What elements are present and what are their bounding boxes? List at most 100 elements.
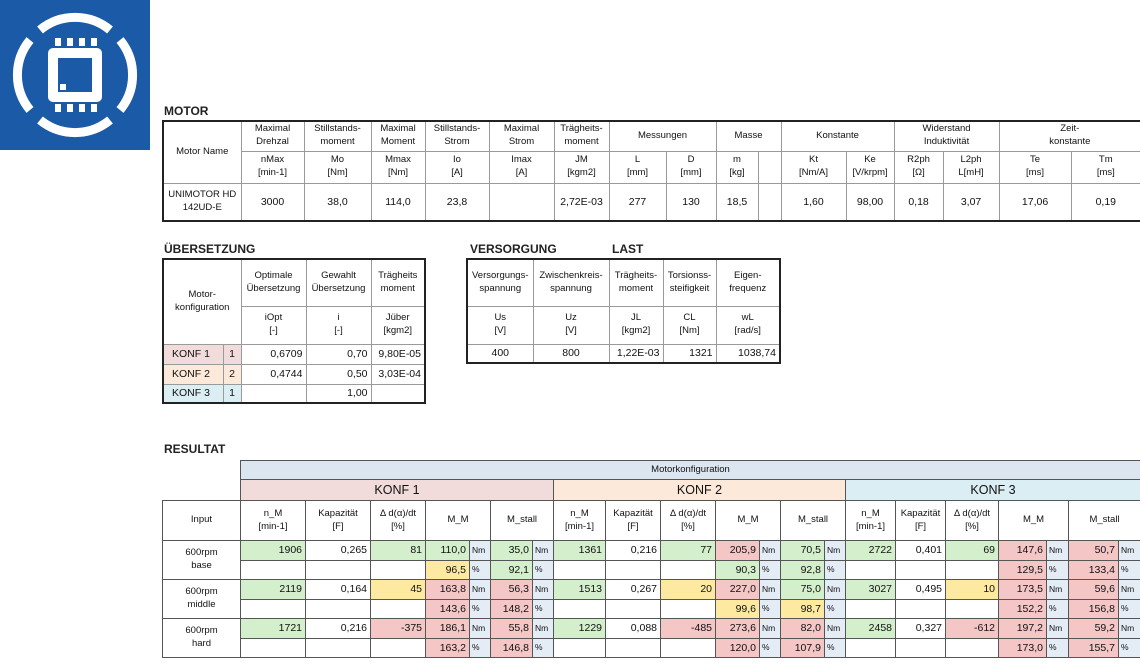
value: 110,0	[425, 540, 470, 561]
table-row: Motor Name Maximal Drehzal Stillstands- mo…	[162, 120, 1140, 184]
header: Input	[162, 500, 241, 541]
value: 50,7	[1068, 540, 1119, 561]
resultat-title: RESULTAT	[164, 442, 226, 456]
value: 1229	[553, 618, 606, 639]
value: 99,6	[715, 599, 760, 619]
versorgung-title: VERSORGUNG	[470, 242, 557, 256]
unit-header: nMax [min-1]	[240, 150, 305, 184]
value: 90,3	[715, 560, 760, 580]
value: 0,19	[1070, 182, 1140, 222]
unit-header: Te [ms]	[998, 150, 1072, 184]
value: 0,495	[895, 579, 946, 600]
table-row: 600rpm base 1906 0,265 81 110,0 Nm 35,0 Nm 1361 0…	[162, 540, 1140, 580]
value	[757, 182, 782, 222]
unit: Nm	[759, 579, 781, 600]
empty-cell	[370, 560, 426, 580]
value: 2119	[240, 579, 306, 600]
table-row: UNIMOTOR HD 142UD-E 3000 38,0 114,0 23,8 2,72…	[162, 182, 1140, 222]
table-row: KONF 2 2 0,4744 0,50 3,03E-04	[162, 363, 426, 385]
header: Zwischenkreis- spannung	[532, 258, 610, 307]
header: Δ d(α)/dt [%]	[370, 500, 426, 541]
unit-header: JL [kgm2]	[608, 305, 664, 345]
table-row: KONF 1 KONF 2 KONF 3	[163, 479, 1140, 501]
header: Maximal Drehzal	[240, 120, 305, 152]
empty-cell	[945, 599, 999, 619]
header: Maximal Moment	[370, 120, 426, 152]
empty-cell	[370, 638, 426, 658]
value: 1038,74	[715, 343, 781, 364]
value: 23,8	[424, 182, 490, 222]
config-header: KONF 2	[553, 479, 846, 501]
empty-cell	[240, 560, 306, 580]
header: Versorgungs- spannung	[466, 258, 534, 307]
value: 129,5	[998, 560, 1047, 580]
unit: Nm	[824, 540, 846, 561]
value: 155,7	[1068, 638, 1119, 658]
header: Zeit- konstante	[998, 120, 1140, 152]
header: Kapazität [F]	[605, 500, 661, 541]
empty-cell	[553, 599, 606, 619]
header: M_M	[715, 500, 781, 541]
value: 146,8	[490, 638, 533, 658]
empty-cell	[895, 599, 946, 619]
uebersetzung-table: Motor- konfiguration Optimale Übersetzung…	[162, 258, 426, 404]
table-row: 143,6% 148,2% 99,6% 98,7% 152,2% 156,8%	[163, 599, 1140, 619]
config-label: KONF 1	[162, 343, 224, 365]
header: M_M	[998, 500, 1069, 541]
unit: Nm	[532, 540, 554, 561]
unit-header: CL [Nm]	[662, 305, 717, 345]
value: 1,00	[305, 383, 372, 404]
empty-cell	[305, 638, 371, 658]
resultat-table: Motorkonfiguration KONF 1 KONF 2 KONF 3 Inpu…	[162, 460, 1140, 658]
value: 2,72E-03	[553, 182, 610, 222]
uebersetzung-title: ÜBERSETZUNG	[164, 242, 256, 256]
unit: Nm	[824, 579, 846, 600]
table-row: 600rpm hard 1721 0,216 -375 186,1 Nm 55,8 Nm 122…	[162, 618, 1140, 658]
header: M_stall	[780, 500, 846, 541]
header: Maximal Strom	[488, 120, 555, 152]
value: 92,1	[490, 560, 533, 580]
unit: %	[824, 560, 846, 580]
table-row: Input n_M [min-1] Kapazität [F] Δ d(α)/dt […	[162, 500, 1140, 541]
value: 173,0	[998, 638, 1047, 658]
value: 1	[222, 343, 242, 365]
unit-header: m [kg]	[715, 150, 759, 184]
value: 3027	[845, 579, 896, 600]
table-row: KONF 1 1 0,6709 0,70 9,80E-05	[162, 343, 426, 365]
blank	[162, 460, 241, 501]
unit: %	[1117, 638, 1140, 658]
value: 400	[466, 343, 534, 364]
value	[240, 383, 307, 404]
table-row: nMax [min-1] Mo [Nm] Mmax [Nm] Io [A] Imax […	[163, 150, 1140, 184]
unit: Nm	[1046, 618, 1069, 639]
input-label: 600rpm hard	[162, 618, 241, 658]
value: 147,6	[998, 540, 1047, 561]
value: 3,03E-04	[370, 363, 426, 385]
config-header: KONF 1	[240, 479, 554, 501]
value: 38,0	[303, 182, 372, 222]
empty-cell	[605, 599, 661, 619]
unit: %	[759, 638, 781, 658]
value: 152,2	[998, 599, 1047, 619]
header: Trägheits- moment	[608, 258, 664, 307]
value: 0,50	[305, 363, 372, 385]
value: 69	[945, 540, 999, 561]
table-row: Versorgungs- spannung Zwischenkreis- span…	[466, 258, 781, 307]
header: Optimale Übersetzung	[240, 258, 307, 307]
empty-cell	[845, 560, 896, 580]
table-row: Motorkonfiguration	[162, 460, 1140, 501]
unit-header: Jüber [kgm2]	[370, 305, 426, 345]
value: 148,2	[490, 599, 533, 619]
empty-cell	[660, 560, 716, 580]
value: 3000	[240, 182, 305, 222]
empty-cell	[845, 599, 896, 619]
empty-cell	[895, 638, 946, 658]
unit-header: iOpt [-]	[240, 305, 307, 345]
value: 1906	[240, 540, 306, 561]
unit-header: Io [A]	[424, 150, 490, 184]
table-row: Motor- konfiguration Optimale Übersetzung…	[162, 258, 426, 345]
value	[488, 182, 555, 222]
value: 18,5	[715, 182, 759, 222]
header: Trägheits- moment	[553, 120, 610, 152]
last-title: LAST	[612, 242, 644, 256]
